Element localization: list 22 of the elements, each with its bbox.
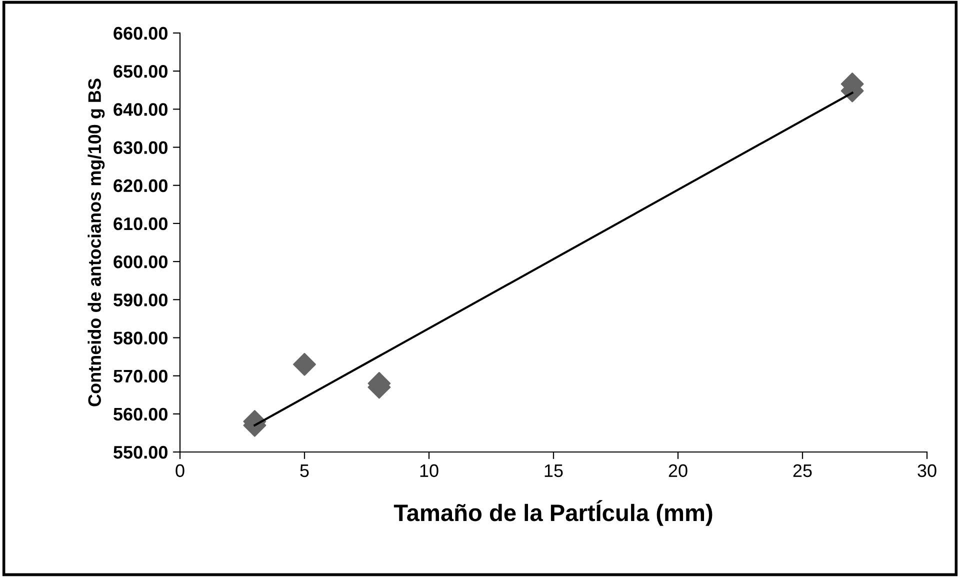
x-tick-label: 5 xyxy=(300,464,309,478)
x-axis-title: Tamaño de la PartÍcula (mm) xyxy=(394,500,712,526)
y-tick-label: 650.00 xyxy=(114,65,168,78)
x-tick-label: 15 xyxy=(544,464,563,478)
x-tick-label: 0 xyxy=(176,464,184,478)
x-tick-label: 25 xyxy=(793,464,812,478)
y-tick-label: 550.00 xyxy=(114,446,168,459)
y-tick-label: 620.00 xyxy=(114,179,168,192)
y-tick-label: 580.00 xyxy=(114,332,168,344)
y-tick-label: 600.00 xyxy=(114,255,168,268)
y-tick-label: 640.00 xyxy=(114,103,168,116)
x-tick-label: 10 xyxy=(420,464,438,478)
x-tick-label: 30 xyxy=(918,464,936,478)
y-tick-label: 630.00 xyxy=(114,141,168,154)
y-axis-title: Contneido de antocianos mg/100 g BS xyxy=(88,78,105,406)
y-tick-label: 560.00 xyxy=(114,408,168,421)
y-tick-label: 590.00 xyxy=(114,294,168,306)
x-tick-label: 20 xyxy=(668,464,688,478)
point xyxy=(293,352,316,376)
y-tick-label: 660.00 xyxy=(114,26,168,40)
y-tick-label: 610.00 xyxy=(114,217,168,230)
y-tick-label: 570.00 xyxy=(114,370,168,383)
